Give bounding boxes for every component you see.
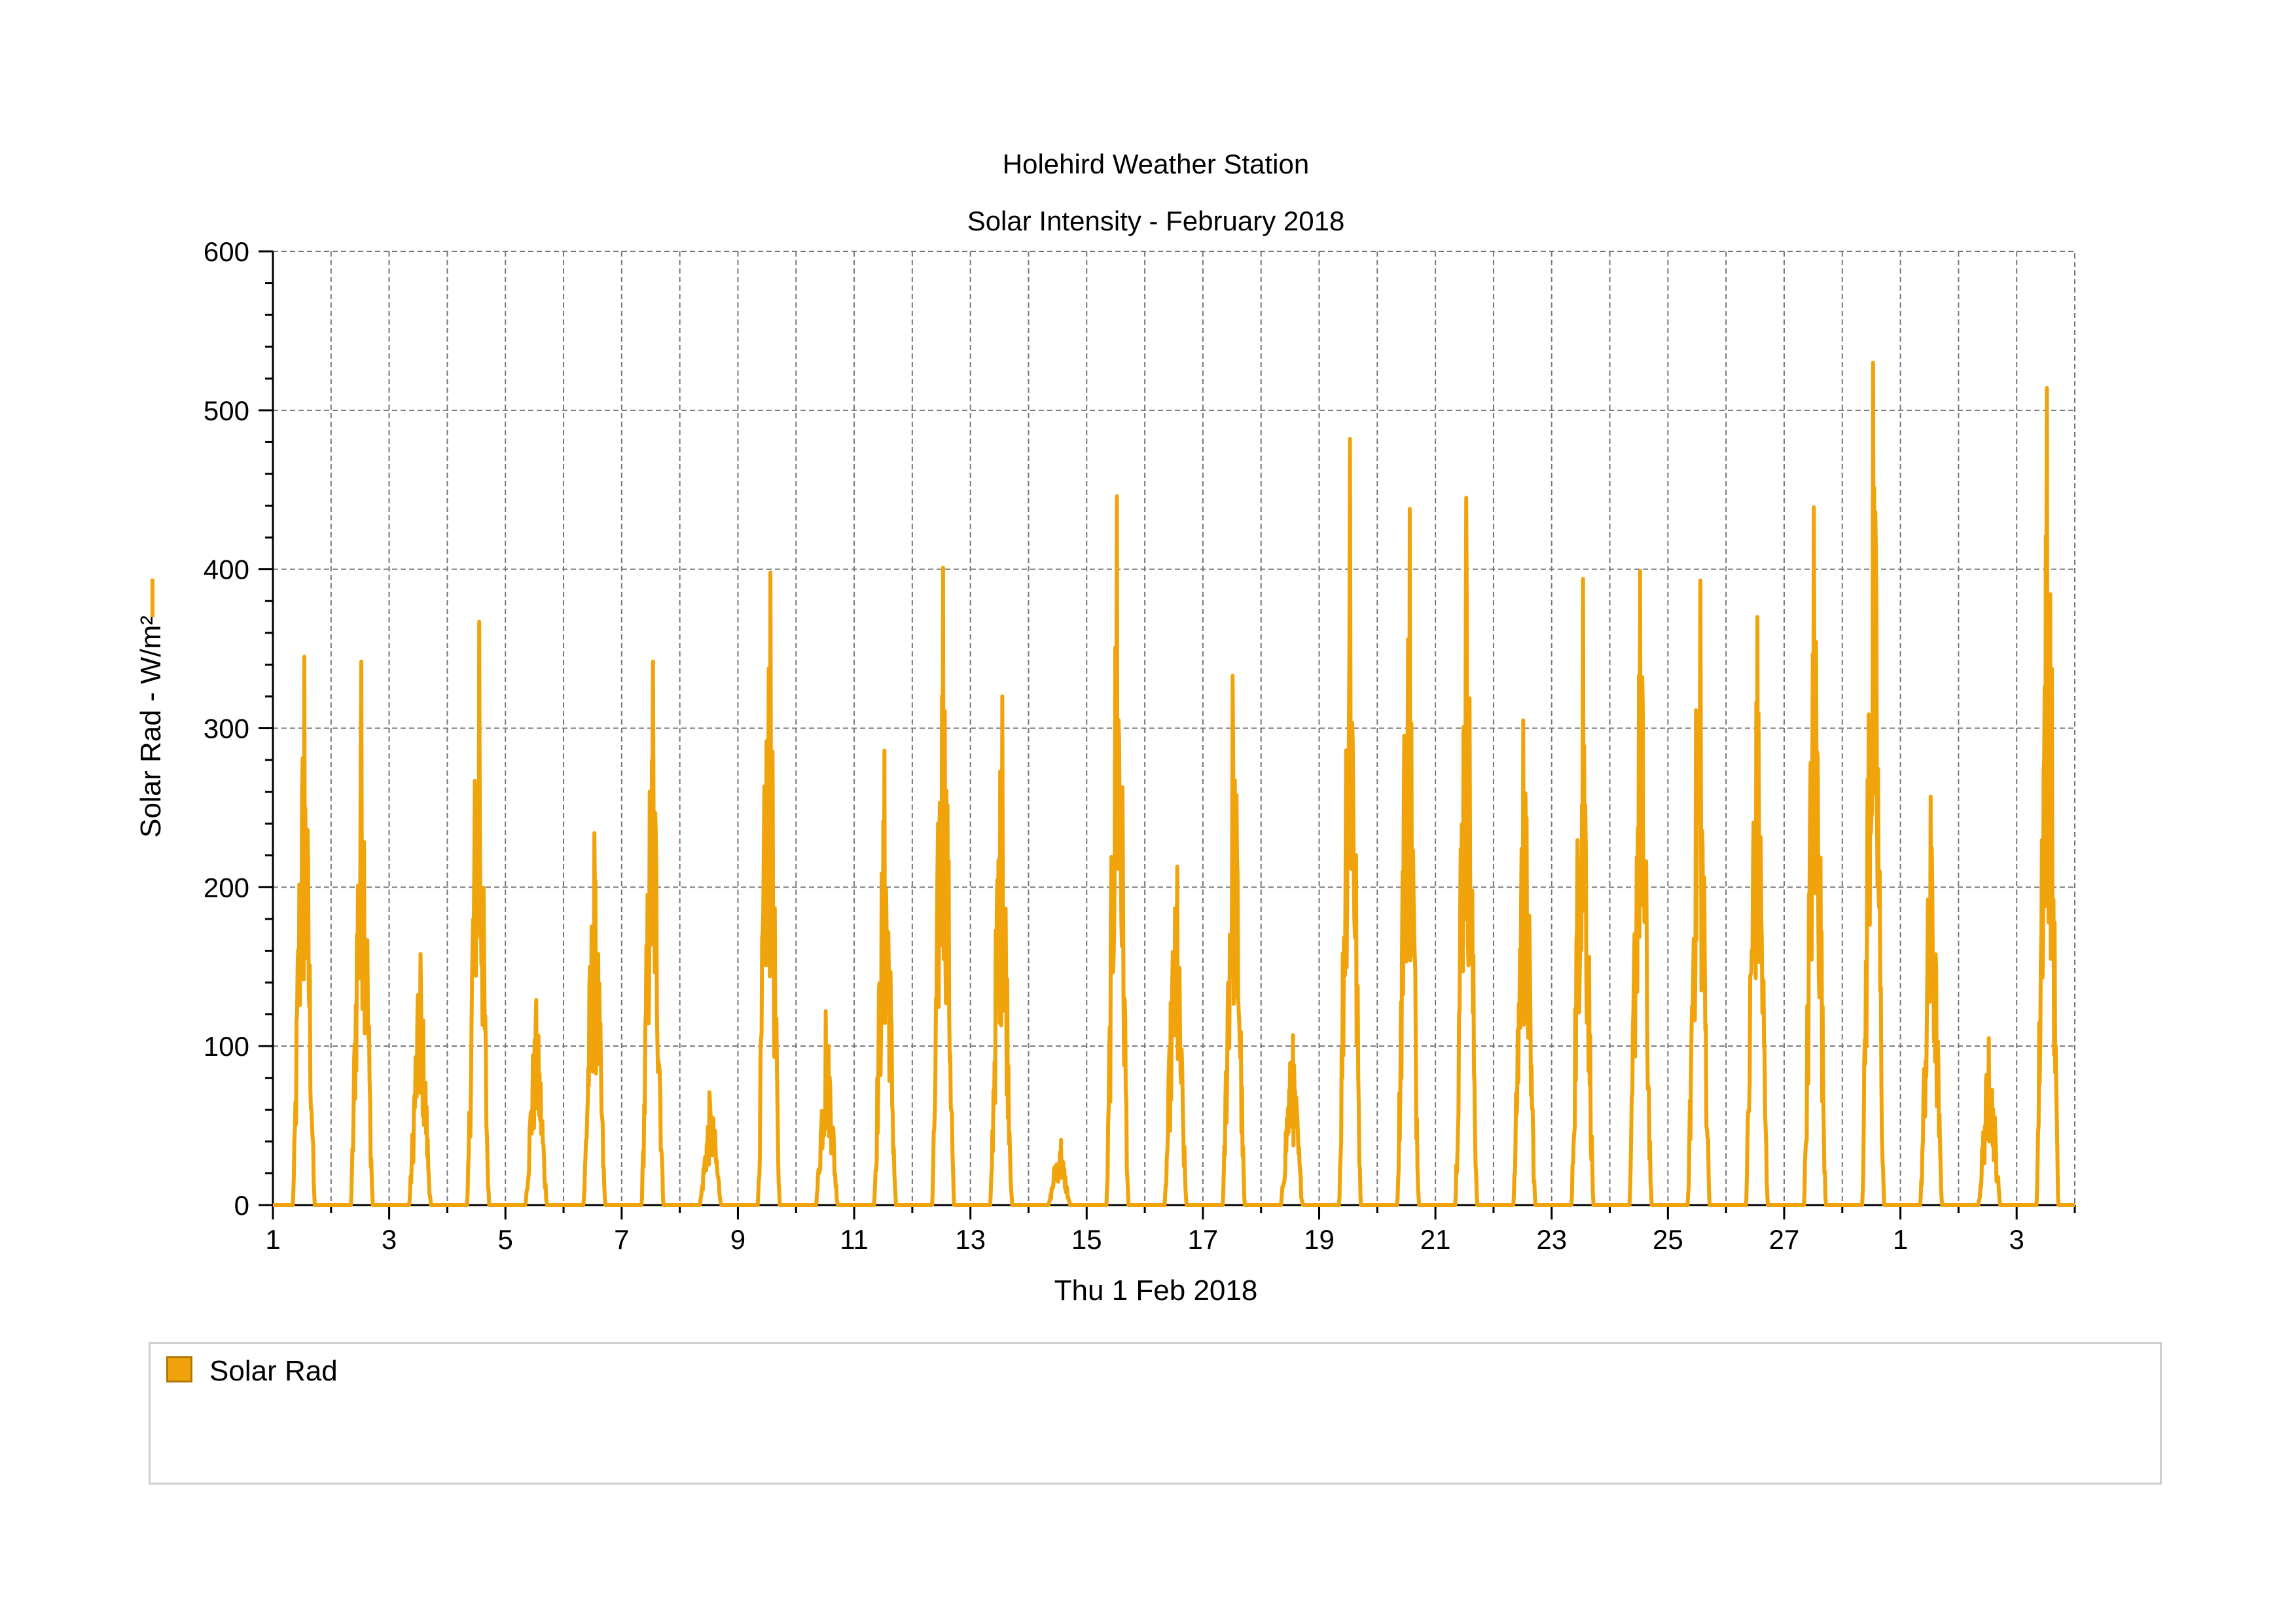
x-tick-label: 13	[955, 1224, 986, 1255]
series-line-solar-rad	[273, 361, 2075, 1207]
x-tick-label: 5	[498, 1224, 513, 1255]
chart-title: Holehird Weather Station	[1003, 149, 1309, 179]
x-tick-label: 17	[1188, 1224, 1219, 1255]
y-axis-tick-labels: 0 100 200 300 400 500 600	[204, 236, 249, 1221]
y-tick-label: 400	[204, 554, 249, 585]
y-tick-label: 500	[204, 395, 249, 426]
x-tick-label: 7	[614, 1224, 629, 1255]
x-tick-label: 9	[730, 1224, 745, 1255]
chart-subtitle: Solar Intensity - February 2018	[967, 206, 1345, 236]
x-tick-label: 25	[1653, 1224, 1683, 1255]
y-tick-label: 0	[234, 1190, 249, 1221]
x-tick-label: 1	[1893, 1224, 1908, 1255]
grid	[273, 251, 2075, 1205]
y-axis-label: Solar Rad - W/m²	[135, 615, 167, 838]
y-tick-label: 300	[204, 713, 249, 744]
x-tick-label: 3	[382, 1224, 397, 1255]
legend-swatch-solar-rad	[166, 1356, 192, 1382]
legend: Solar Rad	[149, 1342, 2162, 1485]
y-tick-label: 100	[204, 1031, 249, 1062]
y-tick-label: 600	[204, 236, 249, 267]
x-tick-label: 15	[1071, 1224, 1102, 1255]
x-axis-label: Thu 1 Feb 2018	[1054, 1274, 1258, 1307]
y-axis-title-group: Solar Rad - W/m²	[135, 615, 167, 838]
y-tick-label: 200	[204, 872, 249, 903]
x-axis-tick-labels: 1 3 5 7 9 11 13 15 17 19 21 23 25 27 1 3	[265, 1224, 2024, 1255]
x-tick-label: 19	[1304, 1224, 1335, 1255]
x-tick-label: 1	[265, 1224, 280, 1255]
x-tick-label: 3	[2009, 1224, 2024, 1255]
legend-label-solar-rad: Solar Rad	[209, 1355, 338, 1387]
x-tick-label: 27	[1769, 1224, 1800, 1255]
x-tick-label: 21	[1420, 1224, 1451, 1255]
x-tick-label: 11	[840, 1224, 869, 1255]
x-tick-label: 23	[1536, 1224, 1567, 1255]
